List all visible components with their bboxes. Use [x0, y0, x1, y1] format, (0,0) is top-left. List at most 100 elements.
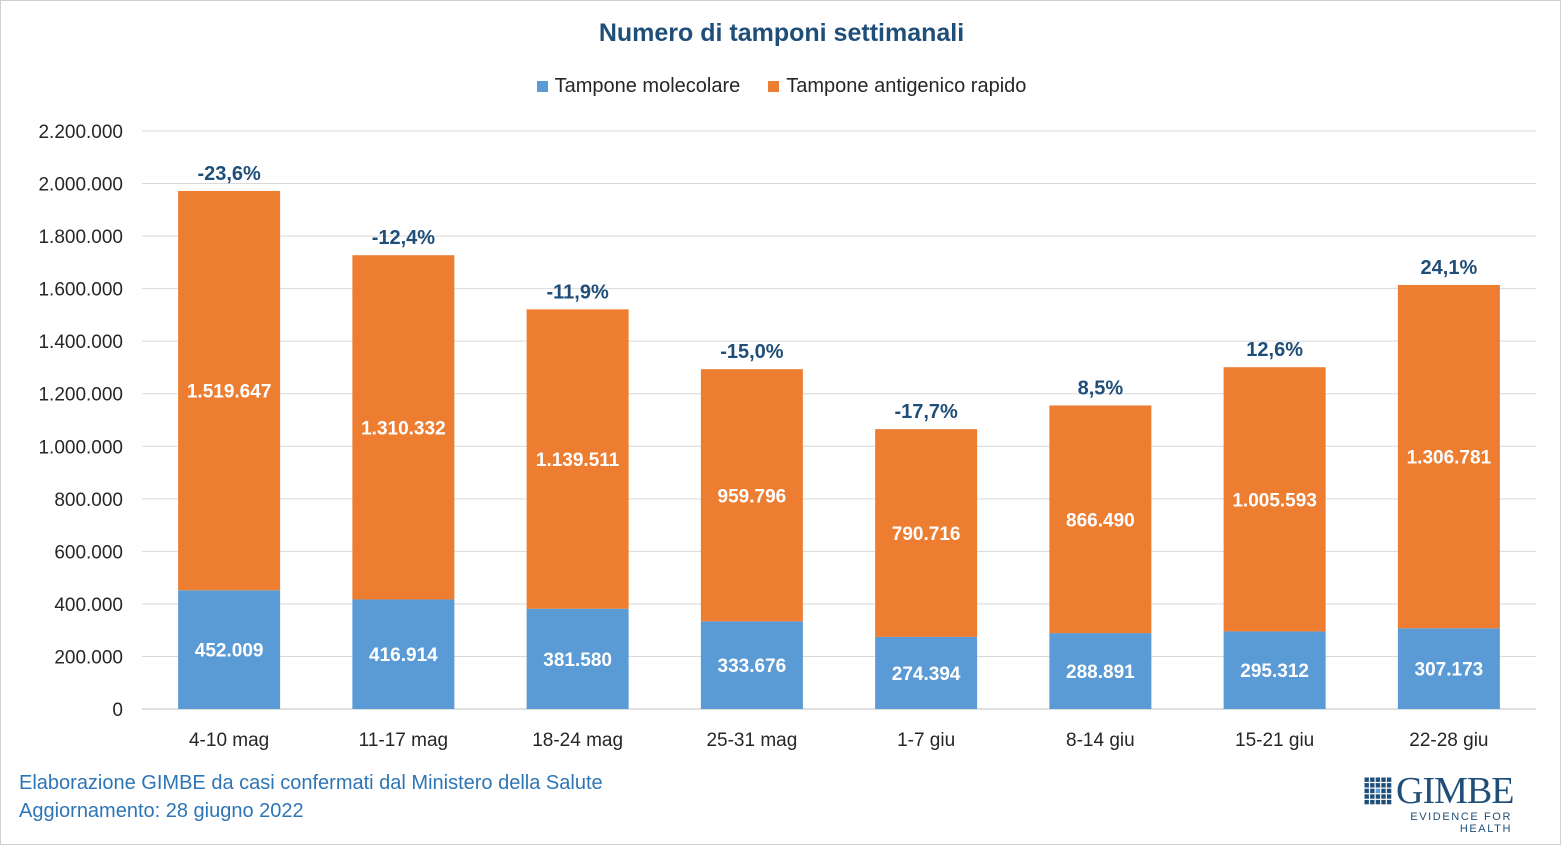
logo-grid-cell: [1375, 788, 1381, 794]
bar-antigen: [526, 309, 629, 609]
pct-change-label: -17,7%: [894, 401, 958, 423]
logo-grid-cell: [1386, 788, 1392, 794]
footer: Elaborazione GIMBE da casi confermati da…: [19, 769, 603, 825]
y-tick-label: 600.000: [54, 542, 123, 563]
data-label-molecular: 381.580: [543, 650, 612, 671]
logo-tagline: EVIDENCE FOR HEALTH: [1410, 811, 1512, 835]
legend-label-antigen: Tampone antigenico rapido: [786, 75, 1027, 97]
logo-grid-cell: [1364, 794, 1369, 799]
logo-grid-cell: [1386, 777, 1392, 782]
chart-title: Numero di tamponi settimanali: [598, 19, 965, 47]
data-label-molecular: 274.394: [892, 664, 961, 685]
data-label-antigen: 959.796: [718, 486, 787, 507]
data-label-antigen: 1.139.511: [536, 450, 620, 471]
logo-grid-cell: [1381, 788, 1386, 794]
y-tick-label: 800.000: [54, 490, 123, 511]
logo-grid-cell: [1375, 799, 1381, 805]
logo-grid-cell: [1386, 794, 1392, 799]
gimbe-logo: GIMBE EVIDENCE FOR HEALTH: [1364, 770, 1514, 835]
bar-antigen: [875, 429, 978, 637]
bar-molecular: [875, 636, 978, 709]
logo-grid-cell: [1386, 783, 1392, 788]
legend-label-molecular: Tampone molecolare: [554, 75, 741, 97]
grid-logo-icon: [1364, 777, 1392, 805]
logo-grid-cell: [1375, 777, 1381, 782]
pct-change-label: -11,9%: [546, 281, 608, 303]
logo-grid-cell: [1375, 794, 1381, 799]
logo-grid-cell: [1381, 777, 1386, 782]
data-label-molecular: 295.312: [1240, 661, 1309, 682]
logo-grid-cell: [1370, 777, 1375, 782]
data-label-molecular: 416.914: [369, 645, 438, 666]
legend: Tampone molecolare Tampone antigenico ra…: [1, 75, 1561, 98]
y-tick-label: 1.600.000: [38, 280, 123, 301]
y-tick-label: 2.000.000: [38, 175, 123, 196]
x-tick-label: 11-17 mag: [359, 730, 448, 751]
bar-molecular: [1397, 628, 1500, 709]
y-tick-label: 1.000.000: [38, 437, 123, 458]
logo-grid-cell: [1364, 788, 1369, 794]
y-tick-label: 400.000: [54, 595, 123, 616]
logo-grid-cell: [1381, 783, 1386, 788]
bar-molecular: [352, 599, 455, 709]
y-tick-label: 1.800.000: [38, 227, 123, 248]
data-label-antigen: 1.519.647: [187, 382, 272, 403]
logo-grid-cell: [1370, 788, 1375, 794]
y-tick-label: 0: [112, 700, 123, 721]
bar-antigen: [700, 369, 803, 622]
y-tick-label: 200.000: [54, 647, 123, 668]
logo-grid-cell: [1364, 799, 1369, 805]
plot-area: 0 200.000 400.000 600.000 800.000 1.000.000 1.…: [38, 122, 1536, 751]
bar-molecular: [1049, 633, 1152, 709]
bar-molecular: [700, 621, 803, 709]
x-tick-label: 22-28 giu: [1409, 730, 1488, 751]
data-label-antigen: 790.716: [892, 524, 961, 545]
x-tick-label: 25-31 mag: [706, 730, 797, 751]
bar-molecular: [526, 608, 629, 709]
data-label-molecular: 452.009: [195, 641, 264, 662]
bar-antigen: [1397, 284, 1500, 629]
bar-molecular: [178, 590, 281, 709]
legend-swatch-antigen: [768, 81, 780, 92]
bar-antigen: [1049, 405, 1152, 634]
x-tick-label: 18-24 mag: [532, 730, 623, 751]
data-label-antigen: 866.490: [1066, 510, 1135, 531]
x-tick-label: 8-14 giu: [1066, 730, 1135, 751]
data-label-molecular: 333.676: [718, 656, 787, 677]
data-label-antigen: 1.306.781: [1407, 448, 1492, 469]
pct-change-label: -15,0%: [720, 341, 784, 363]
logo-grid-cell: [1364, 783, 1369, 788]
legend-item-molecular: Tampone molecolare: [536, 75, 741, 98]
pct-change-label: -23,6%: [197, 163, 261, 185]
x-tick-label: 1-7 giu: [897, 730, 955, 751]
bar-antigen: [1223, 367, 1326, 632]
logo-grid-cell: [1375, 783, 1381, 788]
logo-grid-cell: [1370, 783, 1375, 788]
pct-change-label: 12,6%: [1246, 339, 1303, 361]
pct-change-label: -12,4%: [372, 227, 436, 249]
y-tick-label: 1.200.000: [38, 385, 123, 406]
bar-antigen: [352, 255, 455, 600]
data-label-molecular: 307.173: [1415, 660, 1484, 681]
legend-swatch-molecular: [536, 81, 548, 92]
logo-name: GIMBE: [1396, 770, 1514, 812]
x-tick-label: 4-10 mag: [189, 730, 269, 751]
data-label-antigen: 1.005.593: [1232, 490, 1317, 511]
pct-change-label: 8,5%: [1078, 377, 1124, 399]
pct-change-label: 24,1%: [1421, 257, 1478, 279]
logo-grid-cell: [1381, 794, 1386, 799]
footer-source: Elaborazione GIMBE da casi confermati da…: [19, 772, 603, 794]
logo-grid-cell: [1370, 794, 1375, 799]
logo-grid-cell: [1381, 799, 1386, 805]
x-tick-label: 15-21 giu: [1235, 730, 1314, 751]
legend-item-antigen: Tampone antigenico rapido: [768, 75, 1026, 98]
y-tick-label: 1.400.000: [38, 332, 123, 353]
data-label-antigen: 1.310.332: [361, 418, 446, 439]
bar-antigen: [178, 190, 281, 591]
logo-grid-cell: [1386, 799, 1392, 805]
bar-molecular: [1223, 631, 1326, 709]
footer-update: Aggiornamento: 28 giugno 2022: [19, 800, 304, 822]
logo-grid-cell: [1370, 799, 1375, 805]
logo-grid-cell: [1364, 777, 1369, 782]
